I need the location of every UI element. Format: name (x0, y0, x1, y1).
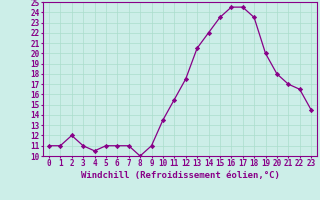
X-axis label: Windchill (Refroidissement éolien,°C): Windchill (Refroidissement éolien,°C) (81, 171, 279, 180)
